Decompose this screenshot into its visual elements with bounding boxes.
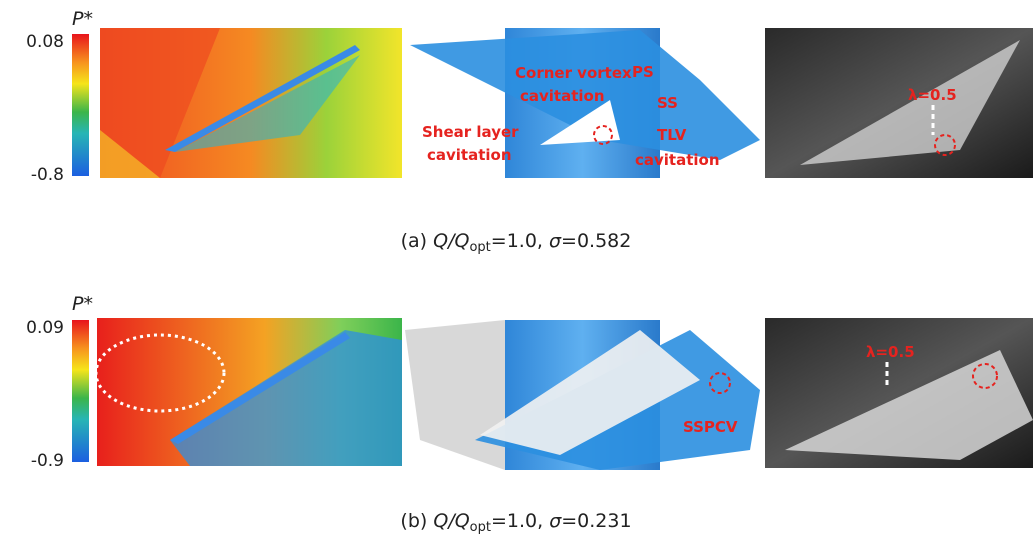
colorbar-max: 0.08 (26, 32, 64, 52)
colorbar-min: -0.9 (31, 451, 64, 471)
caption-part: /Q (446, 230, 469, 252)
caption: (b) Q/Qopt=1.0, σ=0.231 (400, 510, 631, 535)
caption-label: (b) (400, 510, 427, 532)
colorbar (72, 320, 89, 462)
annotation: cavitation (520, 87, 605, 105)
annotation: cavitation (427, 146, 512, 164)
caption-label: (a) (401, 230, 427, 252)
caption-part: =1.0, (491, 510, 549, 532)
row-a: P* 0.08 -0.8 Corner vortex cavitation PS… (26, 8, 1033, 255)
caption-part: Q (433, 510, 448, 532)
annotation: SS (657, 94, 678, 112)
caption-part: =0.231 (561, 510, 631, 532)
annotation: cavitation (635, 151, 720, 169)
caption-part: σ (549, 510, 562, 532)
figure: P* 0.08 -0.8 Corner vortex cavitation PS… (0, 0, 1033, 541)
colorbar-min: -0.8 (31, 165, 64, 185)
colorbar-max: 0.09 (26, 318, 64, 338)
caption: (a) Q/Qopt=1.0, σ=0.582 (401, 230, 632, 255)
colorbar (72, 34, 89, 176)
annotation: Corner vortex (515, 64, 632, 82)
caption-part: σ (549, 230, 562, 252)
annotation: SSPCV (683, 418, 738, 436)
caption-part: /Q (446, 510, 469, 532)
annotation: TLV (657, 126, 687, 144)
caption-part: opt (470, 520, 491, 535)
row-b: P* 0.09 -0.9 SSPCV λ=0.5 (b) Q/Qopt=1.0,… (26, 293, 1033, 535)
annotation: Shear layer (422, 123, 519, 141)
caption-part: =0.582 (561, 230, 631, 252)
annotation: PS (632, 63, 654, 81)
caption-part: =1.0, (491, 230, 549, 252)
colorbar-symbol: P* (72, 293, 93, 315)
annotation: λ=0.5 (866, 343, 915, 361)
caption-part: opt (469, 240, 490, 255)
cavity-cloud (405, 320, 505, 470)
caption-part: Q (433, 230, 448, 252)
annotation: λ=0.5 (908, 86, 957, 104)
colorbar-symbol: P* (72, 8, 93, 30)
